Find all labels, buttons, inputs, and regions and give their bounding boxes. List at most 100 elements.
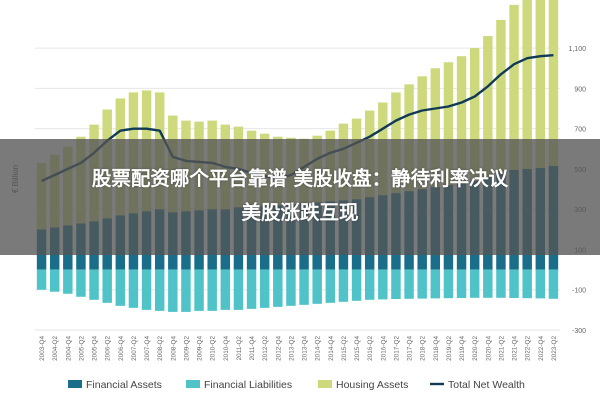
bar-housing-assets <box>548 0 559 166</box>
legend-label: Housing Assets <box>336 379 408 391</box>
bar-financial-liabilities <box>259 269 270 308</box>
x-tick-label: 2020-Q4 <box>485 336 492 361</box>
legend-swatch <box>318 380 332 388</box>
bar-financial-liabilities <box>115 269 126 306</box>
bar-financial-liabilities <box>102 269 112 303</box>
x-tick-label: 2009-Q4 <box>197 336 204 361</box>
bar-financial-liabilities <box>168 269 178 312</box>
bar-financial-liabilities <box>456 269 467 298</box>
x-tick-label: 2005-Q2 <box>78 336 85 361</box>
x-tick-label: 2012-Q4 <box>275 336 282 361</box>
bar-financial-liabilities <box>194 269 204 311</box>
x-tick-label: 2018-Q2 <box>420 336 427 361</box>
x-tick-label: 2007-Q4 <box>144 336 151 361</box>
x-tick-label: 2004-Q4 <box>65 336 72 361</box>
x-tick-label: 2018-Q4 <box>433 336 440 361</box>
bar-financial-liabilities <box>220 269 231 310</box>
bar-housing-assets <box>404 84 414 192</box>
x-tick-label: 2016-Q4 <box>380 336 387 361</box>
bar-housing-assets <box>522 0 532 169</box>
bar-housing-assets <box>456 56 467 184</box>
bar-housing-assets <box>483 36 493 177</box>
y-tick-label: 900 <box>574 86 586 93</box>
overlay-subheadline: 美股涨跌互现 <box>241 201 359 224</box>
bar-financial-liabilities <box>522 269 532 299</box>
x-tick-label: 2010-Q4 <box>223 336 230 361</box>
x-tick-label: 2008-Q4 <box>170 336 177 361</box>
bar-financial-liabilities <box>154 269 165 311</box>
bar-financial-liabilities <box>36 269 47 290</box>
bar-financial-liabilities <box>246 269 257 309</box>
bar-housing-assets <box>417 76 427 190</box>
bar-financial-liabilities <box>496 269 506 298</box>
bar-housing-assets <box>535 0 546 168</box>
x-tick-label: 2015-Q4 <box>354 336 361 361</box>
bar-financial-liabilities <box>141 269 152 310</box>
x-tick-label: 2021-Q4 <box>512 336 519 361</box>
bar-financial-liabilities <box>483 269 493 298</box>
x-tick-label: 2004-Q2 <box>52 336 59 361</box>
bar-financial-liabilities <box>233 269 244 310</box>
bar-financial-liabilities <box>49 269 60 292</box>
x-tick-label: 2009-Q2 <box>183 336 190 361</box>
bar-financial-liabilities <box>469 269 480 298</box>
x-tick-label: 2017-Q4 <box>407 336 414 361</box>
y-tick-label: 700 <box>574 127 586 134</box>
bar-financial-liabilities <box>207 269 217 311</box>
bar-financial-liabilities <box>443 269 454 299</box>
legend-label: Total Net Wealth <box>448 379 525 391</box>
bar-financial-liabilities <box>325 269 336 303</box>
overlay-banner <box>0 139 600 255</box>
x-tick-label: 2021-Q2 <box>498 336 505 361</box>
x-tick-label: 2005-Q4 <box>92 336 99 361</box>
bar-housing-assets <box>430 68 441 188</box>
x-tick-label: 2010-Q2 <box>210 336 217 361</box>
bar-financial-liabilities <box>89 269 99 300</box>
x-tick-label: 2013-Q2 <box>288 336 295 361</box>
bar-financial-liabilities <box>63 269 73 294</box>
x-tick-label: 2006-Q4 <box>118 336 125 361</box>
bar-housing-assets <box>469 48 480 182</box>
bar-housing-assets <box>509 4 519 170</box>
bar-financial-liabilities <box>76 269 86 297</box>
bar-financial-liabilities <box>128 269 139 308</box>
bar-housing-assets <box>443 62 454 186</box>
bar-financial-liabilities <box>535 269 546 299</box>
x-tick-label: 2014-Q4 <box>328 336 335 361</box>
x-tick-label: 2011-Q2 <box>236 336 243 361</box>
legend-swatch <box>68 380 82 388</box>
x-tick-label: 2008-Q2 <box>157 336 164 361</box>
legend-label: Financial Liabilities <box>204 379 292 391</box>
x-tick-label: 2015-Q2 <box>341 336 348 361</box>
x-tick-label: 2011-Q4 <box>249 336 256 361</box>
bar-financial-liabilities <box>299 269 309 305</box>
bar-financial-liabilities <box>364 269 375 300</box>
bar-financial-liabilities <box>286 269 296 306</box>
x-tick-label: 2007-Q2 <box>131 336 138 361</box>
x-tick-label: 2022-Q2 <box>525 336 532 361</box>
x-tick-label: 2019-Q2 <box>446 336 453 361</box>
x-tick-label: 2019-Q4 <box>459 336 466 361</box>
x-tick-label: 2017-Q2 <box>393 336 400 361</box>
x-tick-label: 2014-Q2 <box>315 336 322 361</box>
x-tick-label: 2012-Q2 <box>262 336 269 361</box>
bar-financial-liabilities <box>338 269 349 302</box>
x-tick-label: 2022-Q4 <box>538 336 545 361</box>
legend-swatch <box>186 380 200 388</box>
bar-financial-liabilities <box>404 269 414 299</box>
x-tick-label: 2003-Q4 <box>39 336 46 361</box>
bar-financial-liabilities <box>312 269 322 304</box>
y-tick-label: -100 <box>572 288 586 295</box>
bar-financial-liabilities <box>378 269 388 300</box>
bar-financial-liabilities <box>430 269 441 299</box>
bar-financial-liabilities <box>509 269 519 298</box>
bar-financial-liabilities <box>351 269 362 301</box>
x-tick-label: 2016-Q2 <box>367 336 374 361</box>
bar-financial-liabilities <box>391 269 401 299</box>
x-tick-label: 2020-Q2 <box>472 336 479 361</box>
legend-label: Financial Assets <box>86 379 162 391</box>
bar-financial-liabilities <box>273 269 283 307</box>
x-tick-label: 2013-Q4 <box>302 336 309 361</box>
x-tick-label: 2023-Q2 <box>551 336 558 361</box>
x-tick-label: 2006-Q2 <box>105 336 112 361</box>
